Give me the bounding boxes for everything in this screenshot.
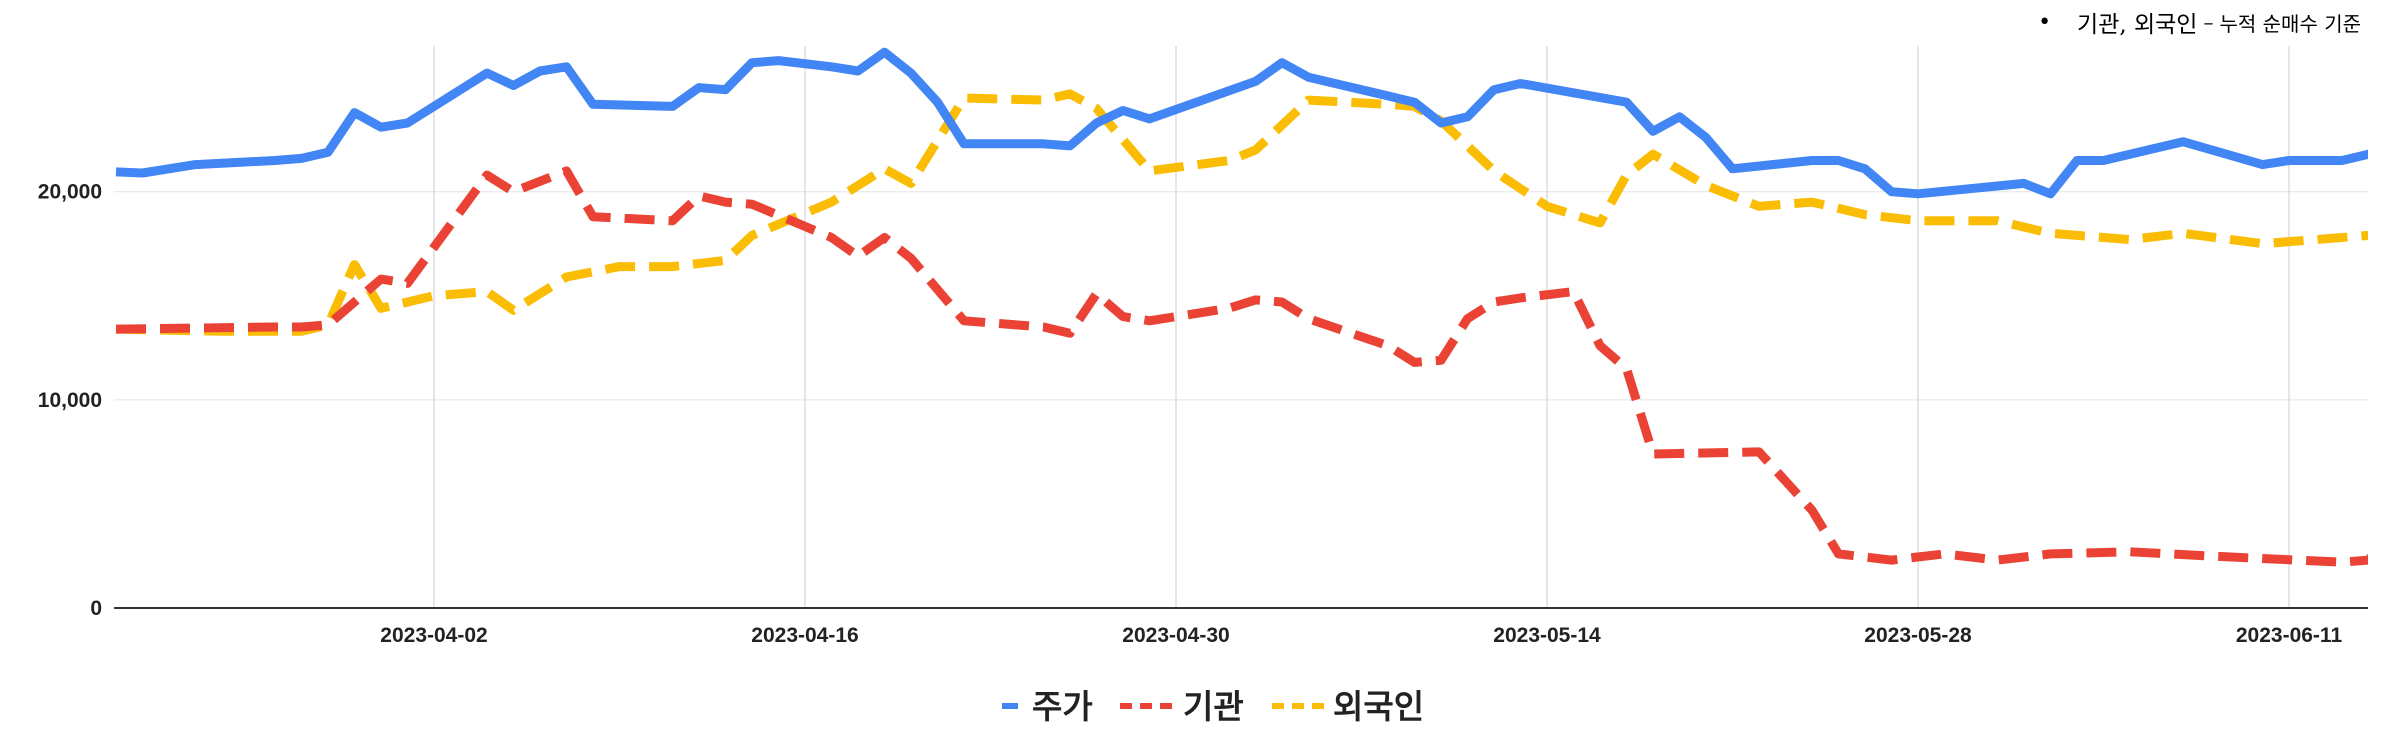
series-line-2: [115, 89, 2368, 336]
y-tick-label: 0: [90, 597, 102, 620]
x-tick-label: 2023-05-28: [1864, 624, 1972, 647]
legend-label-2: 외국인: [1333, 687, 1424, 726]
note-dash: –: [2203, 10, 2214, 34]
x-tick-label: 2023-06-11: [2236, 624, 2343, 647]
x-tick-label: 2023-04-02: [380, 624, 487, 647]
series-line-0: [115, 47, 2368, 199]
chart-legend: 주가 기관 외국인: [1002, 687, 1424, 726]
y-axis-ticks: 0 10,000 20,000: [38, 181, 102, 620]
series-lines: [115, 47, 2368, 567]
legend-label-0: 주가: [1032, 687, 1093, 726]
note-subtext: 누적 순매수 기준: [2219, 11, 2361, 36]
note-bullet: •: [2038, 9, 2052, 35]
x-tick-label: 2023-04-30: [1122, 624, 1229, 647]
series-line-1: [115, 166, 2368, 567]
chart-note: • 기관, 외국인 – 누적 순매수 기준: [2038, 4, 2361, 40]
note-text: 기관, 외국인: [2077, 12, 2198, 38]
x-tick-label: 2023-04-16: [751, 624, 858, 647]
y-tick-label: 10,000: [38, 389, 102, 412]
chart-grid: [114, 46, 2368, 608]
y-tick-label: 20,000: [38, 181, 102, 204]
x-axis-ticks: 2023-04-02 2023-04-16 2023-04-30 2023-05-14…: [380, 624, 2342, 647]
legend-label-1: 기관: [1183, 687, 1244, 726]
x-tick-label: 2023-05-14: [1493, 624, 1601, 647]
